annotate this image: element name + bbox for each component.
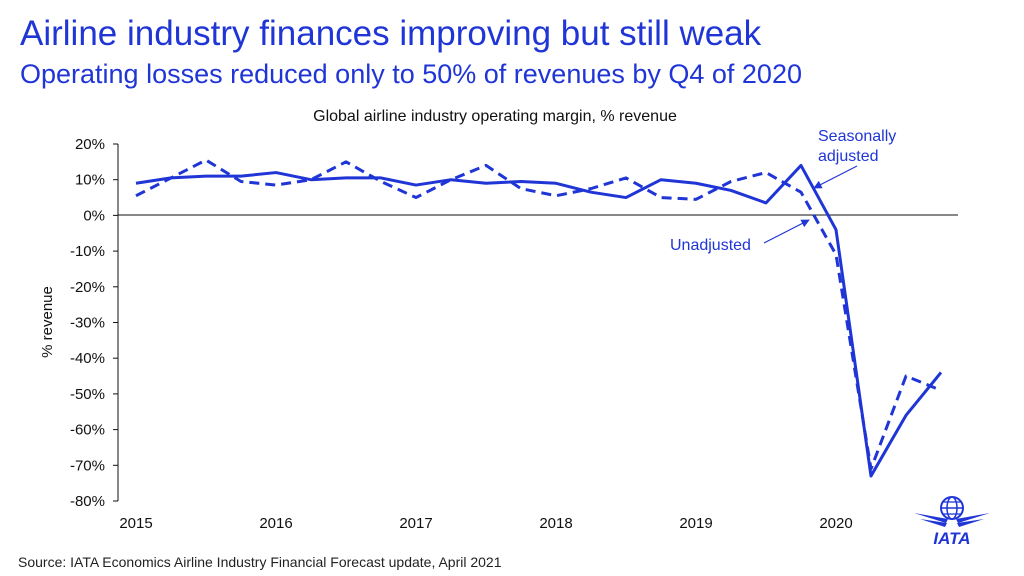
series-line-unadjusted [135, 158, 942, 471]
x-tick-labels: 2015 2016 2017 2018 2019 2020 [119, 515, 852, 532]
series-lines [135, 158, 943, 478]
annotation-seasonally-adjusted: Seasonally adjusted [813, 128, 896, 189]
page-title: Airline industry finances improving but … [20, 14, 762, 53]
x-tick-label: 2020 [819, 515, 852, 532]
y-tick-label: -40% [70, 350, 105, 367]
y-tick-label: -60% [70, 422, 105, 439]
y-tick-label: 0% [83, 207, 105, 224]
annotation-unadjusted-label: Unadjusted [670, 237, 751, 254]
x-tick-label: 2016 [259, 515, 292, 532]
annotation-arrow-unadjusted [763, 219, 810, 244]
iata-logo: IATA [914, 496, 990, 546]
y-tick-label: 10% [75, 172, 105, 189]
source-note: Source: IATA Economics Airline Industry … [18, 554, 502, 570]
y-tick-label: -20% [70, 279, 105, 296]
x-tick-label: 2015 [119, 515, 152, 532]
annotation-seasonally-adjusted-line1: Seasonally [818, 128, 896, 145]
y-tick-label: -30% [70, 315, 105, 332]
y-tick-labels: 20% 10% 0% -10% -20% -30% -40% -50% -60% -70% -80% [70, 136, 118, 510]
chart-title: Global airline industry operating margin… [313, 108, 677, 125]
annotation-arrow-seasonally-adjusted [813, 165, 858, 189]
x-tick-label: 2019 [679, 515, 712, 532]
annotation-seasonally-adjusted-line2: adjusted [818, 148, 879, 165]
globe-icon [940, 496, 964, 520]
y-tick-label: -50% [70, 386, 105, 403]
iata-logo-text: IATA [933, 529, 970, 546]
x-tick-label: 2018 [539, 515, 572, 532]
x-tick-label: 2017 [399, 515, 432, 532]
wings-icon [914, 513, 990, 527]
series-line-seasonally-adjusted [135, 163, 943, 478]
y-tick-label: -80% [70, 493, 105, 510]
y-tick-label: -10% [70, 243, 105, 260]
page-subtitle: Operating losses reduced only to 50% of … [20, 59, 802, 89]
annotation-unadjusted: Unadjusted [670, 219, 810, 254]
y-tick-label: 20% [75, 136, 105, 153]
y-tick-label: -70% [70, 457, 105, 474]
y-axis-label: % revenue [39, 286, 56, 358]
